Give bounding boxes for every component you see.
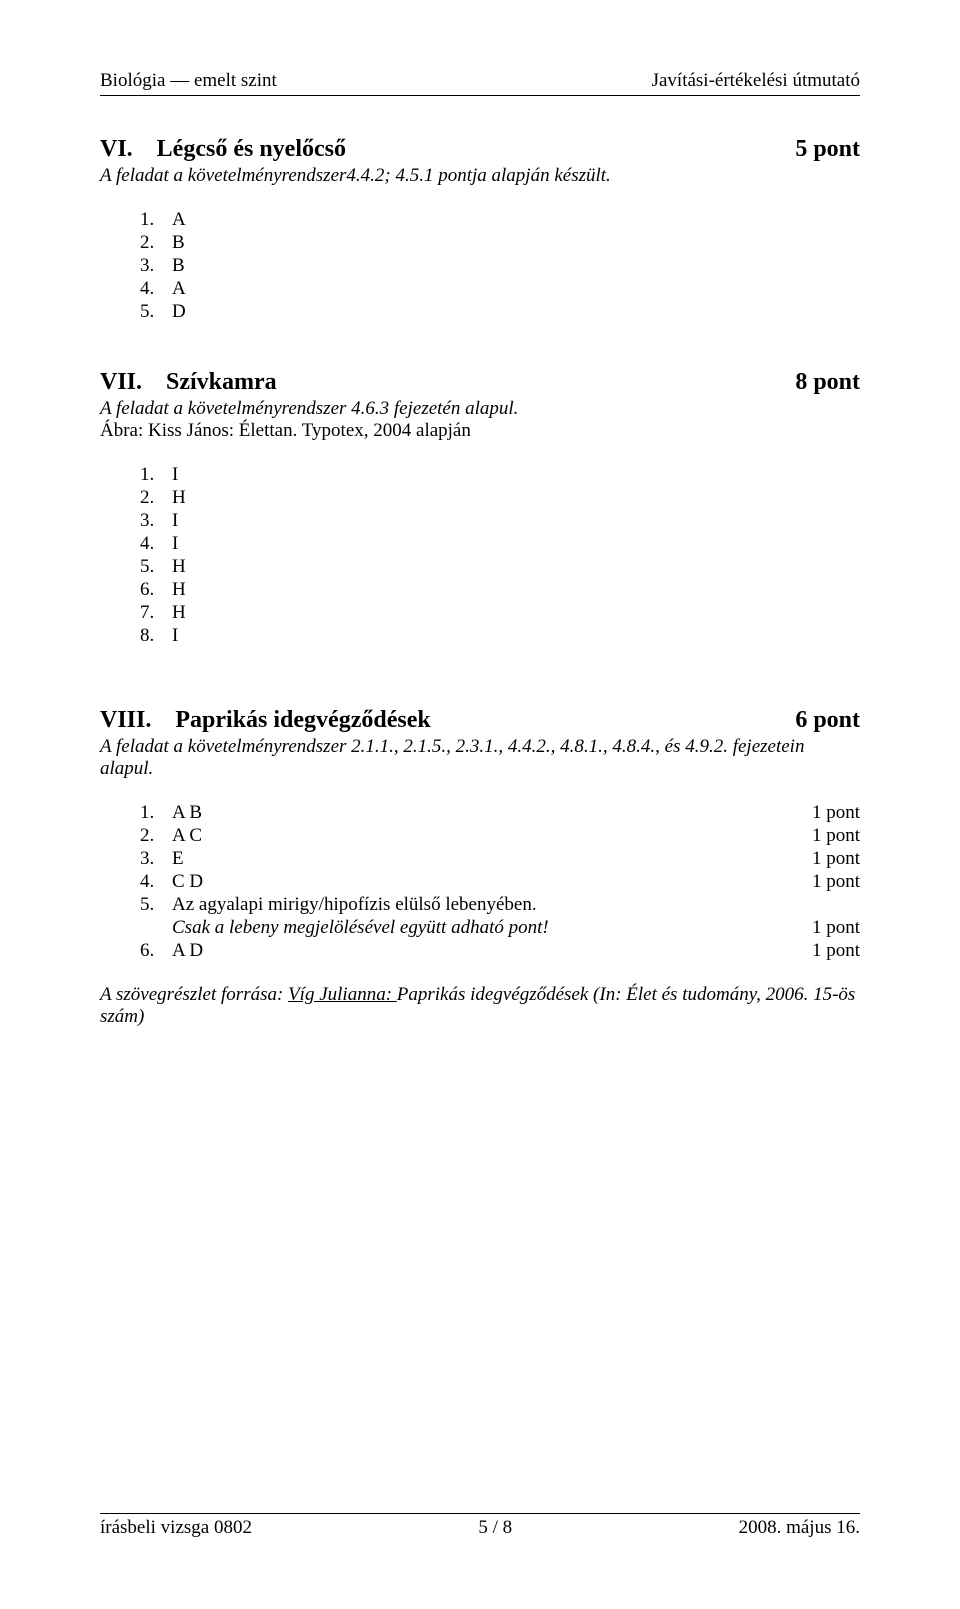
answer-num: 5. bbox=[140, 894, 172, 916]
answer-row: 2.B bbox=[140, 232, 860, 254]
section-7-sub: A feladat a követelményrendszer 4.6.3 fe… bbox=[100, 398, 860, 420]
header-left: Biológia — emelt szint bbox=[100, 70, 277, 92]
answer-num: 4. bbox=[140, 533, 172, 555]
section-8-answers: 1.A B 1 pont 2.A C 1 pont 3.E 1 pont 4.C D 1… bbox=[140, 802, 860, 962]
answer-val: A bbox=[172, 278, 186, 300]
answer-row: 3.B bbox=[140, 255, 860, 277]
answer-row: 4.A bbox=[140, 278, 860, 300]
section-6-points: 5 pont bbox=[795, 136, 860, 163]
answer-val: A D bbox=[172, 940, 203, 962]
answer-val: I bbox=[172, 533, 178, 555]
answer-num: 1. bbox=[140, 464, 172, 486]
answer-num: 2. bbox=[140, 825, 172, 847]
answer-num: 2. bbox=[140, 487, 172, 509]
answer-row: 2.H bbox=[140, 487, 860, 509]
answer-row: Csak a lebeny megjelölésével együtt adha… bbox=[140, 917, 860, 939]
answer-num: 1. bbox=[140, 802, 172, 824]
answer-row: 4.C D 1 pont bbox=[140, 871, 860, 893]
answer-val: Csak a lebeny megjelölésével együtt adha… bbox=[172, 917, 549, 939]
section-8-points: 6 pont bbox=[795, 707, 860, 734]
answer-points: 1 pont bbox=[812, 825, 860, 847]
answer-num: 5. bbox=[140, 556, 172, 578]
page-footer: írásbeli vizsga 0802 5 / 8 2008. május 1… bbox=[100, 1513, 860, 1539]
answer-row: 3.I bbox=[140, 510, 860, 532]
section-8-num: VIII. bbox=[100, 707, 151, 733]
answer-points: 1 pont bbox=[812, 802, 860, 824]
answer-num: 6. bbox=[140, 579, 172, 601]
section-8-sub: A feladat a követelményrendszer 2.1.1., … bbox=[100, 736, 860, 780]
answer-num bbox=[140, 917, 172, 939]
section-6-heading: VI. Légcső és nyelőcső 5 pont bbox=[100, 136, 860, 163]
answer-val: I bbox=[172, 625, 178, 647]
page-header: Biológia — emelt szint Javítási-értékelé… bbox=[100, 70, 860, 96]
section-6-title: Légcső és nyelőcső bbox=[157, 136, 346, 162]
answer-row: 6.H bbox=[140, 579, 860, 601]
source-prefix: A szövegrészlet forrása: bbox=[100, 984, 288, 1005]
answer-row: 5.Az agyalapi mirigy/hipofízis elülső le… bbox=[140, 894, 860, 916]
answer-row: 1.A B 1 pont bbox=[140, 802, 860, 824]
source-underline: Víg Julianna: bbox=[288, 984, 397, 1005]
answer-num: 7. bbox=[140, 602, 172, 624]
answer-val: C D bbox=[172, 871, 203, 893]
section-7-num: VII. bbox=[100, 369, 142, 395]
section-7-heading: VII. Szívkamra 8 pont bbox=[100, 369, 860, 396]
answer-row: 4.I bbox=[140, 533, 860, 555]
answer-val: A C bbox=[172, 825, 202, 847]
answer-num: 1. bbox=[140, 209, 172, 231]
answer-points: 1 pont bbox=[812, 917, 860, 939]
answer-val: E bbox=[172, 848, 184, 870]
answer-val: H bbox=[172, 556, 186, 578]
section-8-title: Paprikás idegvégződések bbox=[175, 707, 430, 733]
answer-val: A bbox=[172, 209, 186, 231]
answer-row: 5.D bbox=[140, 301, 860, 323]
answer-val: B bbox=[172, 255, 185, 277]
section-7-points: 8 pont bbox=[795, 369, 860, 396]
answer-num: 3. bbox=[140, 510, 172, 532]
answer-row: 8.I bbox=[140, 625, 860, 647]
answer-num: 3. bbox=[140, 255, 172, 277]
section-6-sub: A feladat a követelményrendszer4.4.2; 4.… bbox=[100, 165, 860, 187]
answer-row: 1.I bbox=[140, 464, 860, 486]
section-8-heading: VIII. Paprikás idegvégződések 6 pont bbox=[100, 707, 860, 734]
header-right: Javítási-értékelési útmutató bbox=[652, 70, 860, 92]
answer-points: 1 pont bbox=[812, 940, 860, 962]
answer-val: I bbox=[172, 464, 178, 486]
answer-val: D bbox=[172, 301, 186, 323]
answer-val: H bbox=[172, 602, 186, 624]
answer-val: A B bbox=[172, 802, 202, 824]
answer-row: 3.E 1 pont bbox=[140, 848, 860, 870]
section-8-source: A szövegrészlet forrása: Víg Julianna: P… bbox=[100, 984, 860, 1028]
answer-num: 5. bbox=[140, 301, 172, 323]
section-7-title: Szívkamra bbox=[166, 369, 277, 395]
section-7-answers: 1.I 2.H 3.I 4.I 5.H 6.H 7.H 8.I bbox=[140, 464, 860, 647]
answer-num: 8. bbox=[140, 625, 172, 647]
footer-right: 2008. május 16. bbox=[739, 1517, 860, 1539]
answer-num: 3. bbox=[140, 848, 172, 870]
answer-row: 1.A bbox=[140, 209, 860, 231]
answer-row: 6.A D 1 pont bbox=[140, 940, 860, 962]
answer-num: 4. bbox=[140, 871, 172, 893]
answer-val: B bbox=[172, 232, 185, 254]
section-6-num: VI. bbox=[100, 136, 133, 162]
answer-val: I bbox=[172, 510, 178, 532]
answer-row: 7.H bbox=[140, 602, 860, 624]
section-7-note: Ábra: Kiss János: Élettan. Typotex, 2004… bbox=[100, 420, 860, 442]
answer-val: H bbox=[172, 487, 186, 509]
answer-points: 1 pont bbox=[812, 848, 860, 870]
answer-row: 5.H bbox=[140, 556, 860, 578]
answer-num: 2. bbox=[140, 232, 172, 254]
answer-val: H bbox=[172, 579, 186, 601]
answer-num: 6. bbox=[140, 940, 172, 962]
footer-left: írásbeli vizsga 0802 bbox=[100, 1517, 252, 1539]
footer-center: 5 / 8 bbox=[478, 1517, 512, 1539]
answer-points: 1 pont bbox=[812, 871, 860, 893]
answer-num: 4. bbox=[140, 278, 172, 300]
answer-val: Az agyalapi mirigy/hipofízis elülső lebe… bbox=[172, 894, 537, 916]
answer-row: 2.A C 1 pont bbox=[140, 825, 860, 847]
section-6-answers: 1.A 2.B 3.B 4.A 5.D bbox=[140, 209, 860, 323]
